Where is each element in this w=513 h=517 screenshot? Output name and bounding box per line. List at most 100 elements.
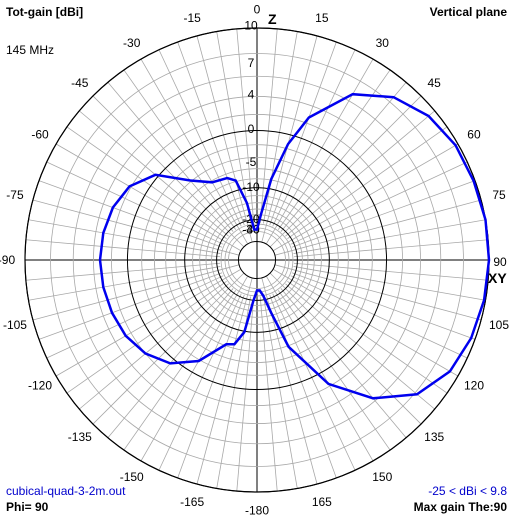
grid-spoke xyxy=(263,31,298,224)
angle-tick-label: -75 xyxy=(6,188,24,202)
horizon-label: XY xyxy=(488,270,507,286)
radial-tick-label: -30 xyxy=(242,222,260,236)
grid-spoke xyxy=(274,199,482,256)
grid-spoke xyxy=(28,219,221,254)
gain-pattern-trace xyxy=(98,92,491,400)
angle-tick-label: -30 xyxy=(123,36,141,50)
grid-spoke xyxy=(290,275,468,359)
radial-tick-label: 10 xyxy=(244,18,258,32)
grid-spoke xyxy=(293,239,489,258)
radial-tick-label: -40 xyxy=(242,222,260,236)
grid-ring xyxy=(111,114,403,406)
frequency-label: 145 MHz xyxy=(6,43,55,57)
angle-tick-label: 135 xyxy=(424,430,444,444)
grid-ring xyxy=(228,231,286,289)
phi-label: Phi= 90 xyxy=(6,500,49,514)
angle-tick-label: -15 xyxy=(183,11,201,25)
grid-ring xyxy=(220,223,294,297)
grid-spoke xyxy=(92,95,245,248)
grid-spoke xyxy=(269,95,422,248)
grid-ring xyxy=(153,156,361,364)
radial-tick-label: -10 xyxy=(242,180,260,194)
grid-spoke xyxy=(293,266,486,301)
grid-spoke xyxy=(38,272,223,340)
grid-spoke xyxy=(269,272,422,425)
grid-spoke xyxy=(140,275,249,462)
grid-ring xyxy=(192,195,322,325)
grid-spoke xyxy=(177,294,245,479)
range-label: -25 < dBi < 9.8 xyxy=(428,484,507,498)
grid-spoke xyxy=(46,275,224,359)
radial-tick-label: 0 xyxy=(248,122,255,136)
angle-tick-label: -180 xyxy=(245,504,269,517)
grid-spoke xyxy=(123,69,237,230)
grid-spoke xyxy=(285,283,435,410)
grid-spoke xyxy=(25,239,221,258)
grid-spoke xyxy=(55,143,242,252)
chart-title: Tot-gain [dBi] xyxy=(6,5,84,19)
grid-spoke xyxy=(38,180,223,248)
angle-tick-label: 15 xyxy=(315,11,329,25)
grid-spoke xyxy=(25,262,221,281)
grid-spoke xyxy=(259,296,278,492)
grid-ring xyxy=(199,202,315,318)
angle-tick-label: 0 xyxy=(254,2,261,16)
angle-tick-label: 150 xyxy=(372,470,392,484)
grid-center-ring xyxy=(237,240,277,280)
angle-tick-label: -90 xyxy=(0,253,15,267)
grid-spoke xyxy=(272,49,356,227)
grid-spoke xyxy=(277,290,391,451)
grid-ring xyxy=(184,187,330,333)
angle-tick-label: 165 xyxy=(312,495,332,509)
plane-label: Vertical plane xyxy=(429,5,507,19)
grid-spoke xyxy=(79,110,229,237)
grid-spoke xyxy=(291,180,476,248)
grid-spoke xyxy=(280,288,407,438)
grid-spoke xyxy=(287,280,448,394)
grid-spoke xyxy=(79,283,229,410)
angle-tick-label: -165 xyxy=(180,495,204,509)
grid-spoke xyxy=(140,58,249,245)
grid-ring xyxy=(175,178,339,342)
angle-tick-label: -120 xyxy=(28,378,52,392)
angle-tick-label: -45 xyxy=(71,76,89,90)
zenith-label: Z xyxy=(268,11,277,27)
grid-spoke xyxy=(274,264,482,321)
grid-spoke xyxy=(261,35,318,243)
radial-tick-label: 7 xyxy=(248,56,255,70)
angle-tick-label: 60 xyxy=(467,128,481,142)
grid-spoke xyxy=(66,280,227,394)
angle-tick-label: 105 xyxy=(489,318,509,332)
grid-ring xyxy=(216,219,298,301)
grid-spoke xyxy=(269,294,337,479)
grid-spoke xyxy=(28,266,221,301)
grid-spoke xyxy=(290,161,468,245)
grid-spoke xyxy=(177,41,245,226)
radial-tick-label: -5 xyxy=(246,155,257,169)
grid-spoke xyxy=(216,31,251,224)
grid-spoke xyxy=(287,126,448,240)
grid-spoke xyxy=(259,28,278,224)
grid-ring xyxy=(93,96,421,424)
grid-spoke xyxy=(123,290,237,451)
grid-spoke xyxy=(265,58,374,245)
grid-ring xyxy=(211,214,303,306)
grid-spoke xyxy=(55,268,242,377)
grid-spoke xyxy=(272,143,459,252)
angle-tick-label: 30 xyxy=(376,36,390,50)
grid-spoke xyxy=(107,82,234,232)
angle-tick-label: -135 xyxy=(68,430,92,444)
grid-spoke xyxy=(293,262,489,281)
grid-spoke xyxy=(280,82,407,232)
grid-spoke xyxy=(196,277,253,485)
grid-spoke xyxy=(269,41,337,226)
angle-tick-label: -105 xyxy=(3,318,27,332)
grid-spoke xyxy=(92,272,245,425)
grid-ring xyxy=(205,208,309,312)
grid-ring xyxy=(141,144,373,376)
grid-spoke xyxy=(265,275,374,462)
grid-spoke xyxy=(236,28,255,224)
grid-spoke xyxy=(272,268,459,377)
